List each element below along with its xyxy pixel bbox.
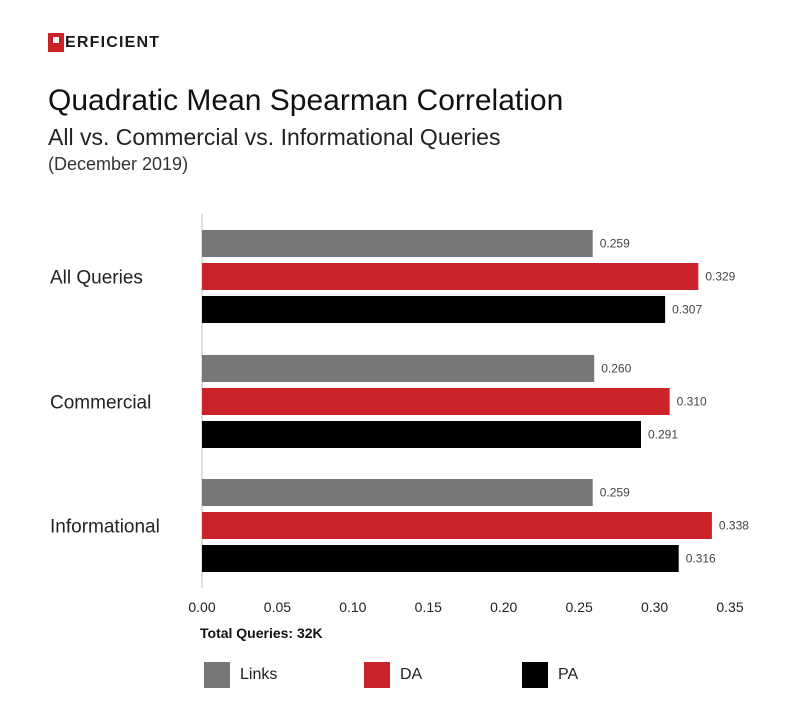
legend-label-links: Links — [240, 666, 278, 683]
x-tick-label-4: 0.20 — [490, 599, 517, 615]
x-tick-label-6: 0.30 — [641, 599, 668, 615]
value-label-all-queries-links: 0.259 — [600, 237, 630, 251]
bar-all-queries-pa — [202, 296, 666, 323]
bar-informational-links — [202, 479, 593, 506]
bar-commercial-pa — [202, 421, 641, 448]
category-label-informational: Informational — [50, 517, 160, 538]
x-tick-label-1: 0.05 — [264, 599, 291, 615]
x-tick-label-0: 0.00 — [188, 599, 215, 615]
chart-subtitle: All vs. Commercial vs. Informational Que… — [48, 124, 501, 150]
chart-title: Quadratic Mean Spearman Correlation — [48, 84, 564, 117]
legend-item-links: Links — [204, 662, 277, 688]
value-label-commercial-da: 0.310 — [677, 395, 707, 409]
value-label-commercial-pa: 0.291 — [648, 428, 678, 442]
logo-text: ERFICIENT — [65, 33, 161, 51]
legend: Links DA PA — [204, 662, 764, 692]
chart-date-note: (December 2019) — [48, 154, 189, 174]
x-tick-label-2: 0.10 — [339, 599, 366, 615]
legend-swatch-pa — [522, 662, 548, 688]
total-queries-note: Total Queries: 32K — [200, 625, 323, 641]
category-label-commercial: Commercial — [50, 393, 151, 414]
bar-all-queries-da — [202, 263, 699, 290]
value-label-informational-pa: 0.316 — [686, 552, 716, 566]
bar-all-queries-links — [202, 230, 593, 257]
brand-logo: ERFICIENT — [48, 33, 160, 52]
value-label-all-queries-pa: 0.307 — [672, 303, 702, 317]
value-label-informational-da: 0.338 — [719, 519, 749, 533]
x-tick-label-3: 0.15 — [415, 599, 442, 615]
bar-commercial-links — [202, 355, 595, 382]
category-label-all-queries: All Queries — [50, 268, 143, 289]
x-tick-label-5: 0.25 — [566, 599, 593, 615]
bar-commercial-da — [202, 388, 670, 415]
legend-label-da: DA — [400, 666, 423, 683]
legend-swatch-da — [364, 662, 390, 688]
x-tick-label-7: 0.35 — [716, 599, 743, 615]
perficient-p-logo-icon — [48, 33, 64, 52]
value-label-all-queries-da: 0.329 — [705, 270, 735, 284]
legend-item-pa: PA — [522, 662, 578, 688]
legend-swatch-links — [204, 662, 230, 688]
bar-informational-da — [202, 512, 712, 539]
value-label-informational-links: 0.259 — [600, 486, 630, 500]
legend-label-pa: PA — [558, 666, 579, 683]
value-label-commercial-links: 0.260 — [601, 362, 631, 376]
legend-item-da: DA — [364, 662, 422, 688]
bar-informational-pa — [202, 545, 679, 572]
